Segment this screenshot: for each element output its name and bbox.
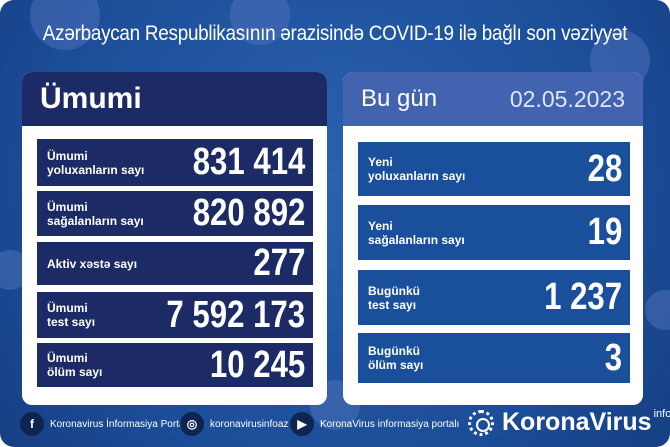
total-panel: Ümumi Ümumi yoluxanların sayı 831 414 Ümu… xyxy=(22,72,327,405)
stat-label: Ümumi ölüm sayı xyxy=(47,351,103,379)
stat-label: Yeni yoluxanların sayı xyxy=(368,155,466,183)
stat-row: Aktiv xəstə sayı 277 xyxy=(37,242,313,285)
stat-row: Ümumi sağalanların sayı 820 892 xyxy=(37,191,313,236)
stat-row: Ümumi yoluxanların sayı 831 414 xyxy=(37,139,313,186)
stat-label: Ümumi test sayı xyxy=(47,301,96,329)
stat-label: Bugünkü test sayı xyxy=(368,283,420,312)
brand-suffix: info xyxy=(653,408,670,420)
stat-label: Ümumi yoluxanların sayı xyxy=(47,148,145,177)
youtube-label: KoronaVirus informasiya portalı xyxy=(320,418,460,430)
total-heading: Ümumi xyxy=(22,72,327,126)
stat-row: Yeni sağalanların sayı 19 xyxy=(358,205,630,260)
facebook-label: Koronavirus İnformasiya Portalı xyxy=(50,418,190,430)
stat-value: 820 892 xyxy=(192,192,305,234)
today-header: Bu gün 02.05.2023 xyxy=(343,72,643,126)
today-panel: Bu gün 02.05.2023 Yeni yoluxanların sayı 2… xyxy=(343,72,643,405)
facebook-icon: f xyxy=(20,412,44,436)
stat-label: Aktiv xəstə sayı xyxy=(47,256,138,271)
stat-label: Ümumi sağalanların sayı xyxy=(47,199,144,228)
instagram-icon: ◎ xyxy=(180,412,204,436)
virus-logo-icon xyxy=(468,409,494,436)
stat-row: Ümumi test sayı 7 592 173 xyxy=(37,292,313,338)
stat-label: Yeni sağalanların sayı xyxy=(368,218,465,247)
stat-value: 3 xyxy=(604,336,622,379)
date: 02.05.2023 xyxy=(509,85,625,112)
youtube-link[interactable]: ▶ KoronaVirus informasiya portalı xyxy=(290,412,459,436)
instagram-link[interactable]: ◎ koronavirusinfoaz xyxy=(180,412,288,436)
stat-value: 277 xyxy=(253,242,305,284)
brand-name: KoronaVirus xyxy=(502,408,652,436)
page-title: Azərbaycan Respublikasının ərazisində CO… xyxy=(42,22,628,45)
stat-value: 19 xyxy=(587,211,622,253)
stat-value: 7 592 173 xyxy=(166,293,305,336)
stat-value: 831 414 xyxy=(192,141,305,183)
facebook-link[interactable]: f Koronavirus İnformasiya Portalı xyxy=(20,412,190,436)
stat-row: Bugünkü ölüm sayı 3 xyxy=(358,333,630,383)
virus-decoration-icon xyxy=(645,290,670,330)
stat-row: Ümumi ölüm sayı 10 245 xyxy=(37,343,313,387)
today-heading: Bu gün xyxy=(361,85,438,112)
youtube-icon: ▶ xyxy=(290,412,314,436)
koronavirus-logo: KoronaVirus info xyxy=(468,408,670,437)
stat-value: 1 237 xyxy=(544,276,622,318)
stat-value: 28 xyxy=(587,147,622,190)
instagram-label: koronavirusinfoaz xyxy=(210,418,289,430)
stat-row: Yeni yoluxanların sayı 28 xyxy=(358,142,630,196)
stat-value: 10 245 xyxy=(209,343,305,386)
stat-row: Bugünkü test sayı 1 237 xyxy=(358,270,630,325)
stat-label: Bugünkü ölüm sayı xyxy=(368,344,424,372)
